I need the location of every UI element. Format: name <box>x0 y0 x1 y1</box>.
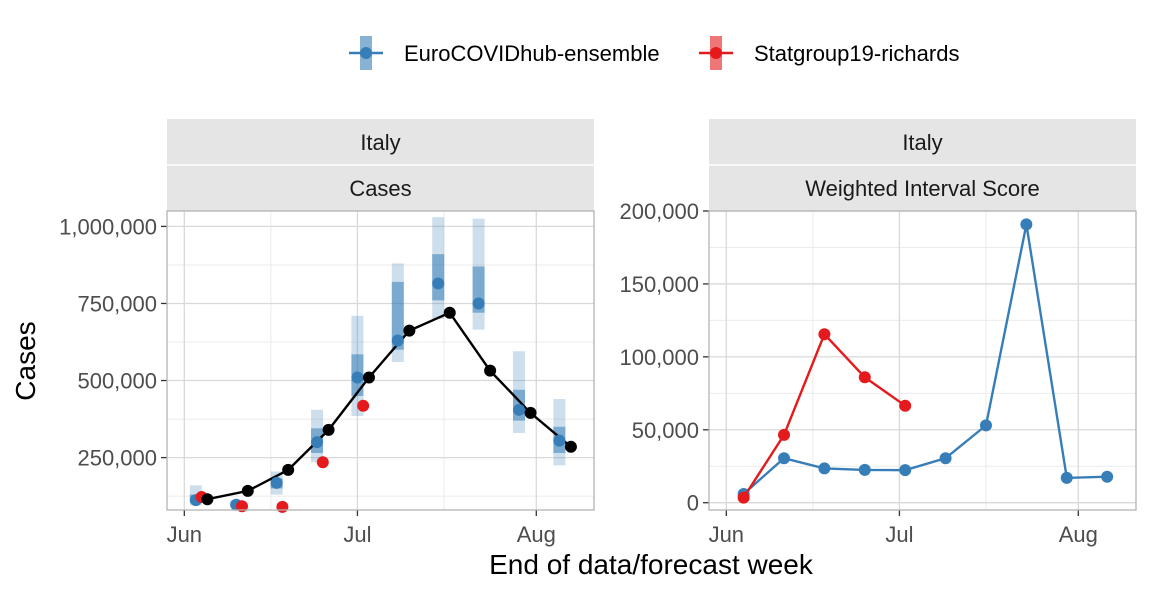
y-tick-label: 50,000 <box>632 418 699 443</box>
observed-point <box>282 463 295 476</box>
score-point-eurocovidhub-ensemble <box>1020 218 1033 231</box>
legend-label: EuroCOVIDhub-ensemble <box>404 41 660 66</box>
y-tick-label: 1,000,000 <box>59 214 157 239</box>
legend-key-statgroup19-richards <box>699 36 733 70</box>
observed-point <box>524 406 537 419</box>
ensemble-forecast-point <box>391 334 404 347</box>
score-point-eurocovidhub-ensemble <box>818 462 831 475</box>
legend-point-swatch <box>710 47 722 59</box>
x-tick-label: Jun <box>167 522 202 547</box>
y-tick-label: 100,000 <box>619 345 699 370</box>
y-axis-title: Cases <box>10 321 41 400</box>
legend-key-eurocovidhub-ensemble <box>349 36 383 70</box>
legend-point-swatch <box>360 47 372 59</box>
ensemble-forecast-point <box>351 371 364 384</box>
statgroup-forecast-point <box>276 500 289 513</box>
y-tick-label: 500,000 <box>77 369 157 394</box>
score-point-eurocovidhub-ensemble <box>1060 471 1073 484</box>
interval-50 <box>391 281 404 350</box>
y-tick-label: 250,000 <box>77 446 157 471</box>
observed-point <box>241 484 254 497</box>
x-tick-label: Aug <box>517 522 556 547</box>
score-point-statgroup19-richards <box>858 371 871 384</box>
plot-border <box>708 210 1137 511</box>
score-line-eurocovidhub-ensemble <box>742 224 1108 495</box>
score-point-eurocovidhub-ensemble <box>979 419 992 432</box>
observed-point <box>484 364 497 377</box>
score-point-statgroup19-richards <box>899 399 912 412</box>
strip-metric <box>709 165 1136 211</box>
plot-background <box>167 211 594 510</box>
ensemble-forecast-point <box>512 403 525 416</box>
x-tick-label: Jul <box>343 522 371 547</box>
score-point-eurocovidhub-ensemble <box>1101 470 1114 483</box>
y-tick-label: 150,000 <box>619 272 699 297</box>
legend-label: Statgroup19-richards <box>754 41 959 66</box>
observed-point <box>403 324 416 337</box>
score-point-eurocovidhub-ensemble <box>939 452 952 465</box>
score-point-eurocovidhub-ensemble <box>858 463 871 476</box>
y-tick-label: 200,000 <box>619 199 699 224</box>
ensemble-forecast-point <box>553 434 566 447</box>
observed-point <box>201 493 214 506</box>
strip-location <box>709 119 1136 165</box>
observed-line <box>207 311 572 501</box>
score-point-statgroup19-richards <box>818 328 831 341</box>
y-tick-label: 0 <box>687 491 699 516</box>
y-tick-label: 750,000 <box>77 291 157 316</box>
strip-label-location: Italy <box>902 130 942 155</box>
observed-point <box>443 306 456 319</box>
strip-metric <box>167 165 594 211</box>
panel-weighted-interval-score: Jun Jul Aug 0 50,000 100,000 150,000 200,000 Ita… <box>619 119 1137 547</box>
x-tick-label: Aug <box>1059 522 1098 547</box>
observed-point <box>362 371 375 384</box>
score-point-statgroup19-richards <box>737 491 750 504</box>
plot-border <box>166 210 595 511</box>
observed-point <box>322 423 335 436</box>
statgroup-forecast-point <box>357 399 370 412</box>
x-tick-label: Jul <box>885 522 913 547</box>
score-point-eurocovidhub-ensemble <box>899 464 912 477</box>
x-tick-label: Jun <box>709 522 744 547</box>
statgroup-forecast-point <box>236 500 249 513</box>
panel-cases: Jun Jul Aug 250,000 500,000 750,000 1,000,000 I… <box>59 119 595 547</box>
ensemble-forecast-point <box>311 436 324 449</box>
strip-label-metric: Weighted Interval Score <box>805 176 1039 201</box>
ensemble-forecast-point <box>472 297 485 310</box>
strip-label-location: Italy <box>360 130 400 155</box>
observed-point <box>564 440 577 453</box>
score-point-statgroup19-richards <box>778 428 791 441</box>
statgroup-forecast-point <box>316 456 329 469</box>
ensemble-forecast-point <box>432 277 445 290</box>
legend: EuroCOVIDhub-ensemble Statgroup19-richard… <box>349 36 959 70</box>
strip-location <box>167 119 594 165</box>
ensemble-forecast-point <box>270 476 283 489</box>
strip-label-metric: Cases <box>349 176 411 201</box>
score-point-eurocovidhub-ensemble <box>778 452 791 465</box>
interval-50 <box>432 254 445 301</box>
x-axis-title: End of data/forecast week <box>489 549 814 580</box>
